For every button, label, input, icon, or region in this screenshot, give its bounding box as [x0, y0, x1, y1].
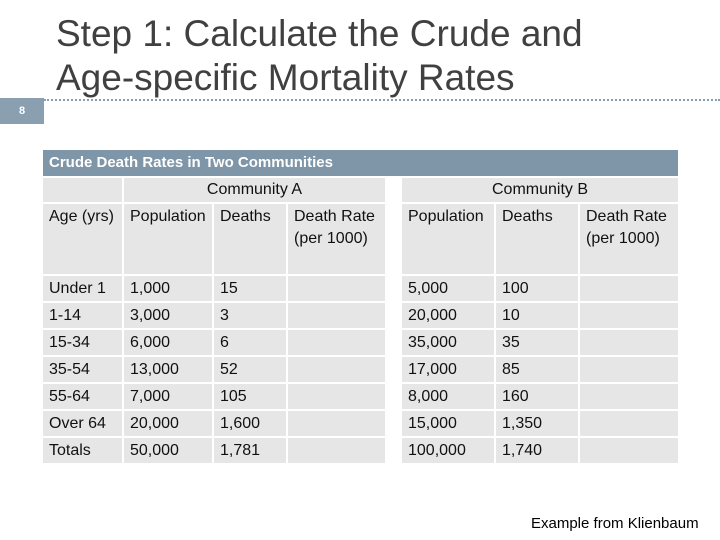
- b-population-cell: 35,000: [402, 330, 494, 355]
- age-cell: 55-64: [43, 384, 122, 409]
- column-gap: [387, 276, 400, 301]
- b-population-cell: 15,000: [402, 411, 494, 436]
- a-population-cell: 20,000: [124, 411, 212, 436]
- table-row: 15-34 6,000 6 35,000 35: [43, 330, 678, 355]
- table-row: Over 64 20,000 1,600 15,000 1,350: [43, 411, 678, 436]
- b-deaths-cell: 35: [496, 330, 578, 355]
- a-death-rate-cell: [288, 384, 385, 409]
- a-deaths-header: Deaths: [214, 204, 286, 274]
- a-population-header: Population: [124, 204, 212, 274]
- age-cell: Under 1: [43, 276, 122, 301]
- a-population-cell: 50,000: [124, 438, 212, 463]
- slide-title: Step 1: Calculate the Crude and Age-spec…: [56, 12, 696, 100]
- a-death-rate-cell: [288, 357, 385, 382]
- title-divider: [44, 99, 720, 101]
- table-caption: Crude Death Rates in Two Communities: [43, 150, 678, 176]
- b-deaths-header: Deaths: [496, 204, 578, 274]
- a-death-rate-cell: [288, 438, 385, 463]
- community-b-header: Community B: [402, 178, 678, 202]
- slide-number: 8: [0, 98, 44, 124]
- b-death-rate-header: Death Rate (per 1000): [580, 204, 678, 274]
- b-deaths-cell: 160: [496, 384, 578, 409]
- column-gap: [387, 178, 400, 202]
- table-row: 55-64 7,000 105 8,000 160: [43, 384, 678, 409]
- b-population-cell: 20,000: [402, 303, 494, 328]
- crude-death-rates-table: Crude Death Rates in Two Communities Com…: [41, 148, 680, 465]
- a-death-rate-cell: [288, 276, 385, 301]
- a-death-rate-cell: [288, 330, 385, 355]
- a-deaths-cell: 1,600: [214, 411, 286, 436]
- slide-title-line-1: Step 1: Calculate the Crude and: [56, 13, 583, 54]
- b-population-header: Population: [402, 204, 494, 274]
- b-death-rate-cell: [580, 303, 678, 328]
- column-gap: [387, 303, 400, 328]
- age-column-header: Age (yrs): [43, 204, 122, 274]
- slide-title-line-2: Age-specific Mortality Rates: [56, 57, 515, 98]
- a-death-rate-cell: [288, 411, 385, 436]
- b-deaths-cell: 1,740: [496, 438, 578, 463]
- b-death-rate-cell: [580, 276, 678, 301]
- b-deaths-cell: 85: [496, 357, 578, 382]
- column-gap: [387, 204, 400, 274]
- age-cell: 35-54: [43, 357, 122, 382]
- b-death-rate-cell: [580, 330, 678, 355]
- age-cell: 1-14: [43, 303, 122, 328]
- table-row: Under 1 1,000 15 5,000 100: [43, 276, 678, 301]
- community-a-header: Community A: [124, 178, 385, 202]
- b-death-rate-cell: [580, 384, 678, 409]
- source-note: Example from Klienbaum: [531, 515, 699, 532]
- column-gap: [387, 411, 400, 436]
- a-deaths-cell: 6: [214, 330, 286, 355]
- b-death-rate-cell: [580, 438, 678, 463]
- b-population-cell: 17,000: [402, 357, 494, 382]
- a-death-rate-cell: [288, 303, 385, 328]
- a-death-rate-header: Death Rate (per 1000): [288, 204, 385, 274]
- group-header-empty: [43, 178, 122, 202]
- age-cell: Over 64: [43, 411, 122, 436]
- b-deaths-cell: 10: [496, 303, 578, 328]
- age-cell: 15-34: [43, 330, 122, 355]
- b-population-cell: 8,000: [402, 384, 494, 409]
- column-gap: [387, 438, 400, 463]
- a-population-cell: 6,000: [124, 330, 212, 355]
- a-population-cell: 3,000: [124, 303, 212, 328]
- a-population-cell: 7,000: [124, 384, 212, 409]
- a-population-cell: 1,000: [124, 276, 212, 301]
- b-population-cell: 100,000: [402, 438, 494, 463]
- b-death-rate-cell: [580, 357, 678, 382]
- table-row: 1-14 3,000 3 20,000 10: [43, 303, 678, 328]
- a-deaths-cell: 3: [214, 303, 286, 328]
- column-gap: [387, 330, 400, 355]
- b-deaths-cell: 100: [496, 276, 578, 301]
- b-population-cell: 5,000: [402, 276, 494, 301]
- age-cell: Totals: [43, 438, 122, 463]
- b-deaths-cell: 1,350: [496, 411, 578, 436]
- table-row: 35-54 13,000 52 17,000 85: [43, 357, 678, 382]
- a-deaths-cell: 52: [214, 357, 286, 382]
- table-row: Totals 50,000 1,781 100,000 1,740: [43, 438, 678, 463]
- column-gap: [387, 384, 400, 409]
- a-deaths-cell: 1,781: [214, 438, 286, 463]
- b-death-rate-cell: [580, 411, 678, 436]
- a-deaths-cell: 105: [214, 384, 286, 409]
- a-deaths-cell: 15: [214, 276, 286, 301]
- a-population-cell: 13,000: [124, 357, 212, 382]
- column-gap: [387, 357, 400, 382]
